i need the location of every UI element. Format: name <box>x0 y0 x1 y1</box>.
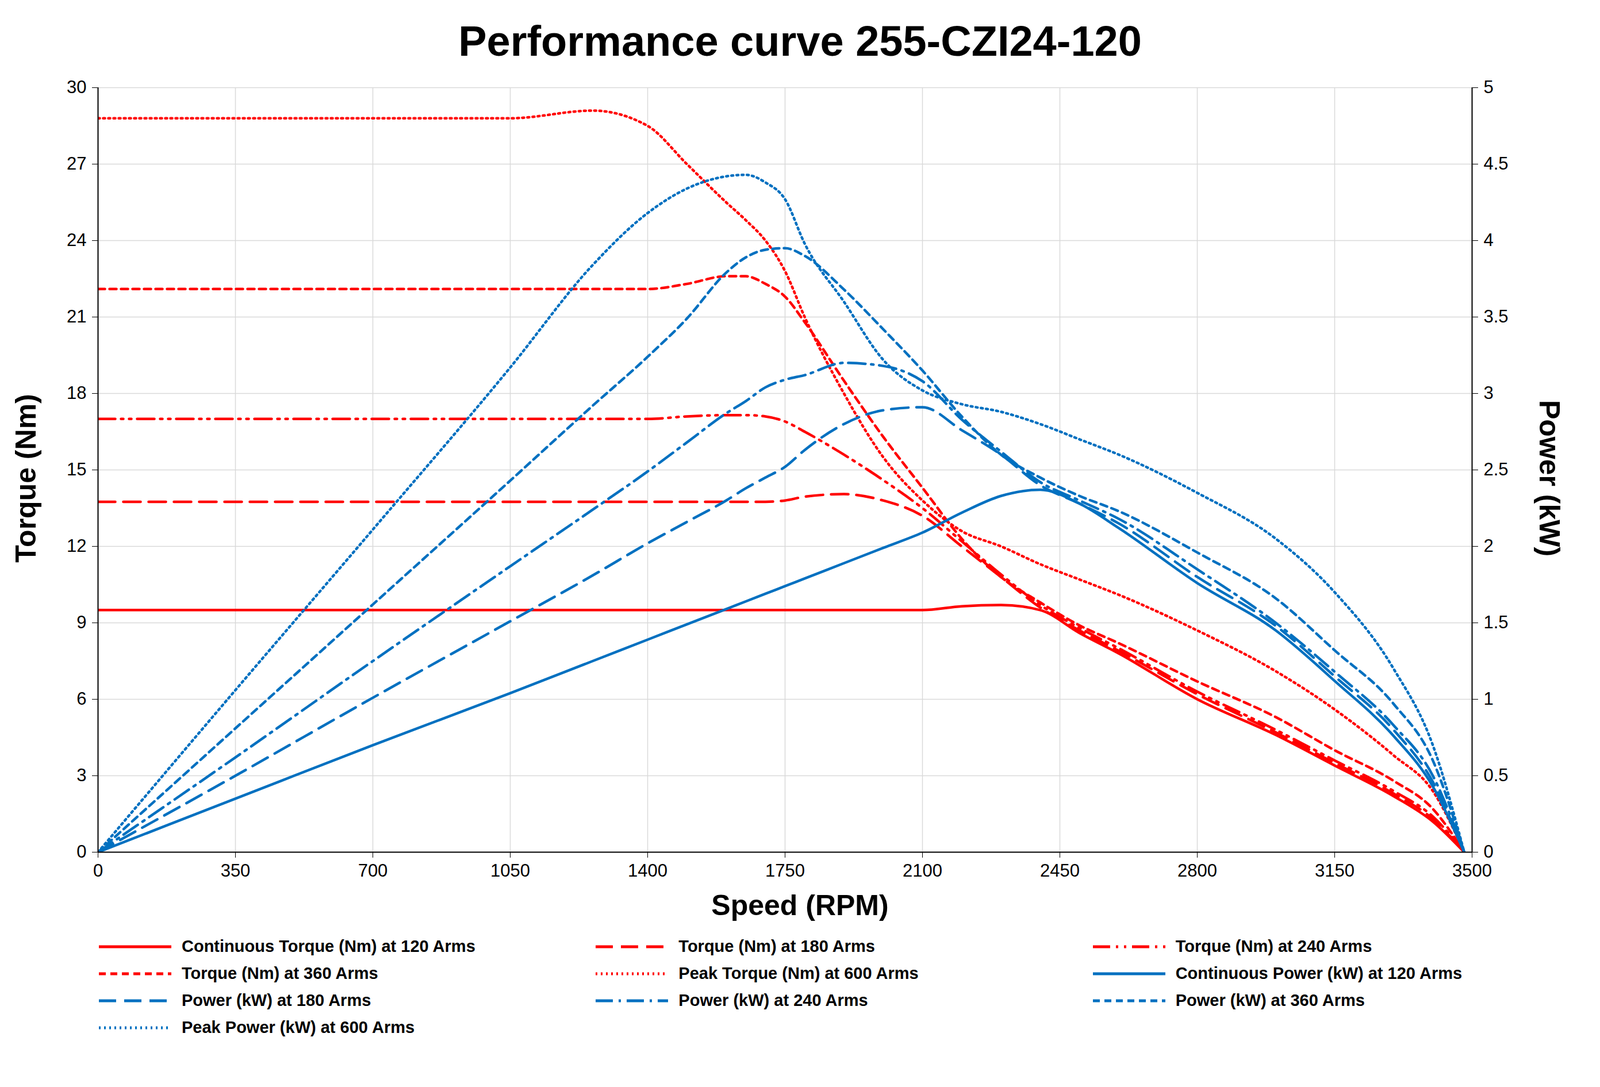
svg-text:1: 1 <box>1483 688 1494 709</box>
svg-text:1750: 1750 <box>765 860 805 881</box>
html-text:Peak Power (kW) at 600 Arms: Peak Power (kW) at 600 Arms <box>181 1018 415 1037</box>
html-text:Power (kW) at 180 Arms: Power (kW) at 180 Arms <box>181 991 371 1010</box>
svg-text:0: 0 <box>93 860 103 881</box>
svg-text:350: 350 <box>220 860 251 881</box>
svg-text:2: 2 <box>1483 535 1494 556</box>
html-text:Speed (RPM): Speed (RPM) <box>711 889 889 922</box>
html-text:Peak Torque (Nm) at 600 Arms: Peak Torque (Nm) at 600 Arms <box>678 964 919 983</box>
svg-text:30: 30 <box>66 77 87 98</box>
svg-text:12: 12 <box>66 535 87 556</box>
svg-text:0: 0 <box>76 841 87 862</box>
html-text:Performance curve 255-CZI24-12: Performance curve 255-CZI24-120 <box>458 17 1142 65</box>
html-text:Torque (Nm) at 240 Arms: Torque (Nm) at 240 Arms <box>1175 937 1372 956</box>
svg-text:3150: 3150 <box>1314 860 1355 881</box>
svg-text:4.5: 4.5 <box>1483 153 1509 174</box>
svg-text:3500: 3500 <box>1452 860 1492 881</box>
svg-text:15: 15 <box>66 459 87 480</box>
svg-text:1400: 1400 <box>627 860 668 881</box>
html-text:Torque (Nm) at 360 Arms: Torque (Nm) at 360 Arms <box>181 964 379 983</box>
svg-text:2450: 2450 <box>1040 860 1080 881</box>
svg-text:24: 24 <box>66 229 87 251</box>
svg-text:2800: 2800 <box>1177 860 1218 881</box>
html-text:Power (kW) at 240 Arms: Power (kW) at 240 Arms <box>678 991 868 1010</box>
svg-text:4: 4 <box>1483 229 1494 251</box>
svg-text:3.5: 3.5 <box>1483 306 1509 327</box>
svg-text:2.5: 2.5 <box>1483 459 1509 480</box>
html-text:Torque (Nm) at 180 Arms: Torque (Nm) at 180 Arms <box>678 937 876 956</box>
html-text:Power (kW): Power (kW) <box>1533 400 1566 557</box>
svg-text:5: 5 <box>1483 77 1494 98</box>
svg-text:3: 3 <box>1483 382 1494 404</box>
html-text:Continuous Torque (Nm) at 120: Continuous Torque (Nm) at 120 Arms <box>181 937 476 956</box>
svg-text:9: 9 <box>76 612 87 633</box>
svg-text:0.5: 0.5 <box>1483 765 1509 786</box>
html-text:Torque (Nm): Torque (Nm) <box>9 393 42 563</box>
svg-text:700: 700 <box>358 860 389 881</box>
svg-text:2100: 2100 <box>902 860 943 881</box>
html-text:Power (kW) at 360 Arms: Power (kW) at 360 Arms <box>1175 991 1365 1010</box>
html-text:Continuous Power (kW) at 120 A: Continuous Power (kW) at 120 Arms <box>1175 964 1463 983</box>
svg-text:1050: 1050 <box>490 860 531 881</box>
svg-text:6: 6 <box>76 688 87 709</box>
svg-text:1.5: 1.5 <box>1483 612 1509 633</box>
svg-text:21: 21 <box>66 306 87 327</box>
svg-text:3: 3 <box>76 765 87 786</box>
svg-text:27: 27 <box>66 153 87 174</box>
svg-text:18: 18 <box>66 382 87 404</box>
svg-text:0: 0 <box>1483 841 1494 862</box>
